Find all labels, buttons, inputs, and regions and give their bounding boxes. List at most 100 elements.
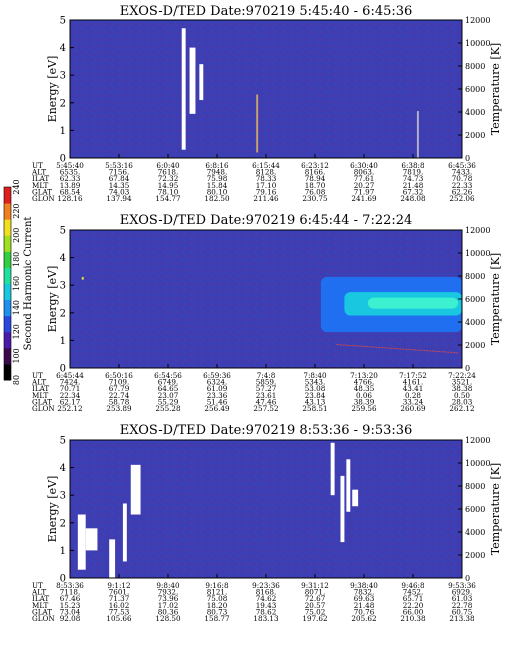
table-cell: 23.84 xyxy=(305,391,326,400)
colorbar-swatch xyxy=(4,315,11,333)
ytick-label: 3 xyxy=(60,281,66,292)
table-cell: 53.08 xyxy=(305,384,326,393)
feature-2 xyxy=(367,297,459,309)
table-cell: 19.43 xyxy=(256,601,277,610)
table-cell: 259.56 xyxy=(351,404,377,413)
ytick-label: 4 xyxy=(60,463,66,474)
table-cell: 258.51 xyxy=(302,404,327,413)
ytick-label: 1 xyxy=(60,336,66,347)
table-cell: 78.62 xyxy=(256,607,277,616)
table-row-label: UT xyxy=(32,371,43,380)
colorbar-swatch xyxy=(4,203,11,220)
table-cell: 21.48 xyxy=(354,601,375,610)
panel-3: EXOS-D/TED Date:970219 8:53:36 - 9:53:36… xyxy=(31,423,502,623)
table-cell: 61.09 xyxy=(207,384,228,393)
table-cell: 128.16 xyxy=(57,194,83,203)
table-cell: 6:0:40 xyxy=(156,161,180,170)
feature-3 xyxy=(256,94,259,153)
table-cell: 7424. xyxy=(60,378,81,387)
y2tick-label: 8000 xyxy=(465,272,485,281)
table-cell: 7:8:40 xyxy=(303,371,327,380)
table-cell: 62.33 xyxy=(60,174,81,183)
table-cell: 7118. xyxy=(60,588,81,597)
ylabel: Energy [eV] xyxy=(46,476,59,543)
y2tick-label: 2000 xyxy=(465,131,485,140)
table-cell: 62.26 xyxy=(452,187,473,196)
table-cell: 7109. xyxy=(109,378,130,387)
table-cell: 70.71 xyxy=(60,384,81,393)
table-cell: 72.32 xyxy=(158,174,179,183)
plot-noise xyxy=(70,20,462,158)
table-cell: 9:8:40 xyxy=(156,581,180,590)
table-cell: 197.62 xyxy=(302,614,327,623)
table-row-label: ALT xyxy=(31,168,46,177)
table-cell: 51.46 xyxy=(207,397,228,406)
y2tick-label: 0 xyxy=(465,574,470,583)
table-cell: 4766. xyxy=(354,378,375,387)
ytick-label: 0 xyxy=(60,364,66,375)
table-cell: 15.84 xyxy=(207,181,228,190)
table-cell: 43.41 xyxy=(403,384,424,393)
table-cell: 14.35 xyxy=(109,181,130,190)
table-cell: 78.10 xyxy=(158,187,179,196)
y2tick-label: 10000 xyxy=(465,39,490,48)
table-cell: 80.73 xyxy=(207,607,228,616)
table-cell: 8128. xyxy=(256,168,277,177)
table-cell: 74.62 xyxy=(256,594,277,603)
table-cell: 9:23:36 xyxy=(252,581,280,590)
ytick-label: 4 xyxy=(60,253,66,264)
table-cell: 78.94 xyxy=(305,174,326,183)
table-cell: 23.61 xyxy=(256,391,277,400)
table-cell: 7618. xyxy=(158,168,179,177)
y2tick-label: 10000 xyxy=(465,459,490,468)
table-cell: 73.96 xyxy=(158,594,179,603)
panel-1: EXOS-D/TED Date:970219 5:45:40 - 6:45:36… xyxy=(31,4,502,203)
table-cell: 7433. xyxy=(452,168,473,177)
colorbar-swatch xyxy=(4,331,11,349)
panel-2: EXOS-D/TED Date:970219 6:45:44 - 7:22:24… xyxy=(31,213,502,413)
table-cell: 256.49 xyxy=(204,404,230,413)
table-cell: 22.34 xyxy=(60,391,81,400)
table-cell: 67.84 xyxy=(109,174,130,183)
feature-4 xyxy=(130,464,141,515)
table-cell: 33.24 xyxy=(403,397,424,406)
ytick-label: 5 xyxy=(60,226,66,237)
table-cell: 66.00 xyxy=(403,607,424,616)
table-cell: 5:53:16 xyxy=(105,161,133,170)
colorbar-frame xyxy=(3,186,12,381)
feature-8 xyxy=(352,489,359,507)
table-cell: 69.63 xyxy=(354,594,375,603)
feature-5 xyxy=(330,442,335,496)
table-cell: 28.03 xyxy=(452,397,473,406)
panel-title: EXOS-D/TED Date:970219 6:45:44 - 7:22:24 xyxy=(120,213,413,228)
feature-6 xyxy=(340,475,345,543)
table-cell: 128.50 xyxy=(155,614,181,623)
y2tick-label: 8000 xyxy=(465,62,485,71)
ytick-label: 3 xyxy=(60,491,66,502)
table-cell: 65.71 xyxy=(403,594,424,603)
table-cell: 7452. xyxy=(403,588,424,597)
table-row-label: ALT xyxy=(31,378,46,387)
table-cell: 213.38 xyxy=(449,614,475,623)
table-cell: 7832. xyxy=(354,588,375,597)
table-cell: 23.36 xyxy=(207,391,228,400)
feature-2 xyxy=(109,539,116,578)
table-row-label: ALT xyxy=(31,588,46,597)
table-cell: 6:8:16 xyxy=(205,161,229,170)
table-cell: 14.95 xyxy=(158,181,179,190)
table-cell: 8063. xyxy=(354,168,375,177)
table-row-label: GLON xyxy=(32,614,55,623)
colorbar-swatch xyxy=(4,187,11,204)
table-cell: 68.54 xyxy=(60,187,81,196)
feature-3 xyxy=(336,344,459,354)
table-cell: 7:17:52 xyxy=(399,371,427,380)
table-row-label: MLT xyxy=(32,601,49,610)
ytick-label: 0 xyxy=(60,154,66,165)
table-cell: 6:50:16 xyxy=(105,371,133,380)
colorbar-swatch xyxy=(4,283,11,301)
ytick-label: 1 xyxy=(60,546,66,557)
table-cell: 47.46 xyxy=(256,397,277,406)
table-cell: 74.03 xyxy=(109,187,130,196)
table-cell: 17.10 xyxy=(256,181,277,190)
